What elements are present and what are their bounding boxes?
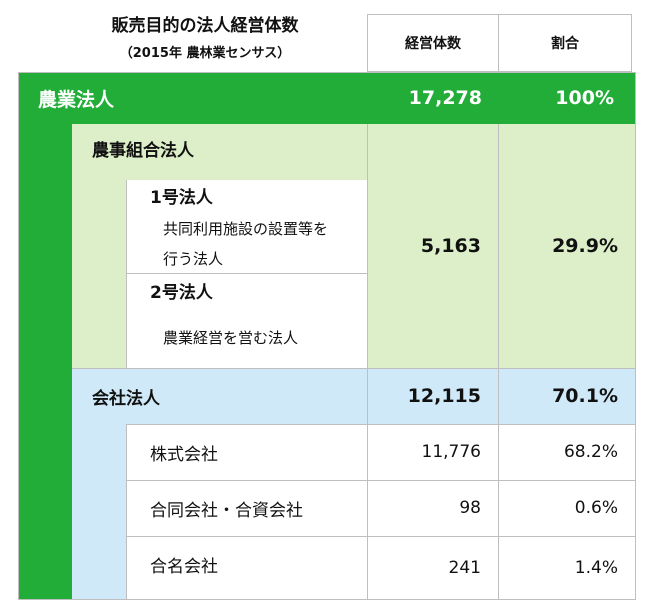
ratio-coop: 29.9%: [498, 124, 636, 368]
column-header-count: 経営体数: [367, 14, 499, 72]
green-sidebar-band: [18, 72, 72, 600]
table-title: 販売目的の法人経営体数: [111, 16, 299, 36]
count-gomei: 241: [367, 536, 499, 600]
subtype-desc-1-line2: 行う法人: [163, 250, 224, 268]
row-label-godo: 合同会社・合資会社: [150, 500, 303, 521]
subtype-desc-1-line1: 共同利用施設の設置等を: [163, 220, 329, 238]
divider: [126, 480, 636, 481]
ratio-company: 70.1%: [498, 368, 636, 424]
row-label-company: 会社法人: [92, 388, 160, 409]
company-subtypes-box: [126, 424, 636, 600]
ratio-farm-corporation: 100%: [555, 87, 614, 109]
row-label-kabushiki: 株式会社: [150, 444, 218, 465]
subtype-label-1: 1号法人: [150, 188, 213, 208]
divider: [126, 536, 636, 537]
count-kabushiki: 11,776: [367, 424, 499, 480]
subtype-label-2: 2号法人: [150, 283, 213, 303]
count-coop: 5,163: [367, 124, 499, 368]
ratio-gomei: 1.4%: [498, 536, 636, 600]
divider: [72, 368, 636, 369]
coop-subtypes-box: [126, 180, 367, 368]
row-label-gomei: 合名会社: [150, 556, 218, 577]
subtype-divider: [126, 273, 367, 274]
column-header-ratio: 割合: [498, 14, 632, 72]
row-label-farm-corporation: 農業法人: [38, 88, 115, 111]
count-farm-corporation: 17,278: [408, 87, 482, 109]
divider: [126, 424, 636, 425]
count-company: 12,115: [367, 368, 499, 424]
table-subtitle: （2015年 農林業センサス）: [119, 46, 291, 61]
row-farm-corporation: 農業法人 17,278 100%: [18, 72, 636, 124]
ratio-kabushiki: 68.2%: [498, 424, 636, 480]
count-godo: 98: [367, 480, 499, 536]
subtype-desc-2: 農業経営を営む法人: [163, 329, 299, 347]
row-label-coop: 農事組合法人: [92, 141, 194, 161]
ratio-godo: 0.6%: [498, 480, 636, 536]
